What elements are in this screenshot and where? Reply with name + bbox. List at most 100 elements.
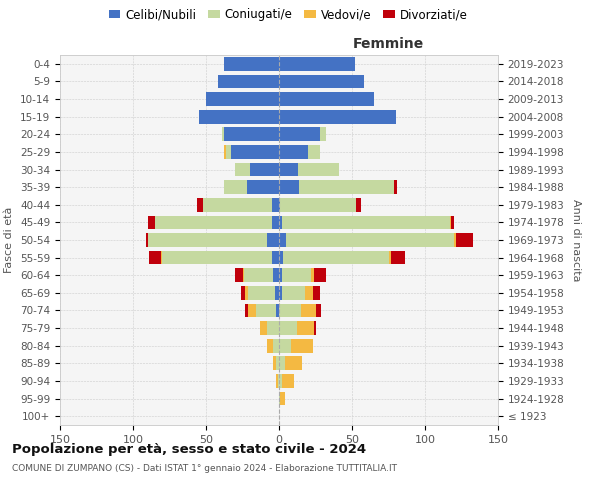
Bar bbox=[218, 74, 279, 88]
Bar bbox=[279, 374, 282, 388]
Text: Popolazione per età, sesso e stato civile - 2024: Popolazione per età, sesso e stato civil… bbox=[12, 442, 366, 456]
Bar bbox=[279, 162, 298, 176]
Bar bbox=[279, 286, 282, 300]
Bar bbox=[313, 286, 320, 300]
Text: Femmine: Femmine bbox=[353, 38, 424, 52]
Bar bbox=[279, 92, 374, 106]
Bar bbox=[283, 250, 389, 264]
Bar bbox=[235, 268, 242, 282]
Bar bbox=[282, 374, 293, 388]
Bar bbox=[149, 250, 161, 264]
Bar bbox=[248, 304, 256, 318]
Y-axis label: Anni di nascita: Anni di nascita bbox=[571, 198, 581, 281]
Text: COMUNE DI ZUMPANO (CS) - Dati ISTAT 1° gennaio 2024 - Elaborazione TUTTITALIA.IT: COMUNE DI ZUMPANO (CS) - Dati ISTAT 1° g… bbox=[12, 464, 397, 473]
Bar bbox=[394, 180, 397, 194]
Bar bbox=[296, 321, 314, 335]
Bar bbox=[279, 268, 282, 282]
Bar bbox=[279, 250, 283, 264]
Bar bbox=[206, 92, 279, 106]
Bar bbox=[222, 128, 224, 141]
Bar bbox=[235, 162, 250, 176]
Bar bbox=[450, 216, 451, 230]
Bar bbox=[148, 233, 268, 247]
Bar bbox=[260, 321, 268, 335]
Bar bbox=[250, 162, 279, 176]
Bar bbox=[279, 180, 299, 194]
Bar bbox=[279, 304, 301, 318]
Bar bbox=[247, 180, 279, 194]
Bar bbox=[279, 216, 282, 230]
Bar bbox=[285, 356, 302, 370]
Bar bbox=[455, 233, 473, 247]
Bar bbox=[280, 392, 285, 406]
Bar bbox=[279, 57, 355, 70]
Bar bbox=[272, 250, 279, 264]
Bar bbox=[298, 162, 339, 176]
Bar bbox=[224, 128, 279, 141]
Bar bbox=[244, 268, 273, 282]
Bar bbox=[305, 286, 313, 300]
Bar bbox=[275, 286, 279, 300]
Bar bbox=[226, 145, 231, 159]
Bar bbox=[276, 304, 279, 318]
Bar bbox=[299, 180, 394, 194]
Bar bbox=[242, 268, 244, 282]
Bar bbox=[391, 250, 404, 264]
Bar bbox=[278, 374, 279, 388]
Bar bbox=[290, 339, 313, 352]
Bar bbox=[146, 233, 148, 247]
Bar bbox=[273, 356, 276, 370]
Bar bbox=[245, 286, 248, 300]
Bar bbox=[279, 339, 290, 352]
Bar bbox=[241, 286, 245, 300]
Bar bbox=[203, 198, 272, 211]
Bar bbox=[308, 145, 320, 159]
Bar bbox=[268, 321, 279, 335]
Bar bbox=[276, 356, 279, 370]
Bar bbox=[389, 250, 391, 264]
Bar bbox=[286, 233, 454, 247]
Bar bbox=[279, 110, 396, 124]
Bar bbox=[282, 286, 305, 300]
Bar bbox=[256, 304, 276, 318]
Bar bbox=[280, 198, 356, 211]
Bar bbox=[162, 250, 272, 264]
Bar bbox=[316, 304, 322, 318]
Bar bbox=[279, 128, 320, 141]
Bar bbox=[272, 216, 279, 230]
Bar bbox=[268, 339, 273, 352]
Bar bbox=[272, 198, 279, 211]
Bar bbox=[245, 304, 248, 318]
Bar bbox=[148, 216, 155, 230]
Bar bbox=[273, 339, 279, 352]
Bar bbox=[224, 145, 226, 159]
Bar bbox=[161, 250, 162, 264]
Bar bbox=[279, 356, 285, 370]
Y-axis label: Fasce di età: Fasce di età bbox=[4, 207, 14, 273]
Legend: Celibi/Nubili, Coniugati/e, Vedovi/e, Divorziati/e: Celibi/Nubili, Coniugati/e, Vedovi/e, Di… bbox=[109, 8, 467, 22]
Bar bbox=[268, 233, 279, 247]
Bar bbox=[224, 180, 247, 194]
Bar bbox=[314, 321, 316, 335]
Bar bbox=[199, 110, 279, 124]
Bar bbox=[454, 233, 455, 247]
Bar bbox=[279, 233, 286, 247]
Bar bbox=[273, 268, 279, 282]
Bar bbox=[320, 128, 326, 141]
Bar bbox=[279, 74, 364, 88]
Bar bbox=[282, 216, 450, 230]
Bar bbox=[248, 286, 275, 300]
Bar bbox=[279, 198, 280, 211]
Bar bbox=[282, 268, 311, 282]
Bar bbox=[279, 145, 308, 159]
Bar bbox=[301, 304, 316, 318]
Bar bbox=[197, 198, 203, 211]
Bar bbox=[276, 374, 278, 388]
Bar bbox=[279, 392, 280, 406]
Bar bbox=[314, 268, 326, 282]
Bar bbox=[224, 57, 279, 70]
Bar bbox=[356, 198, 361, 211]
Bar bbox=[155, 216, 272, 230]
Bar bbox=[451, 216, 454, 230]
Bar bbox=[311, 268, 314, 282]
